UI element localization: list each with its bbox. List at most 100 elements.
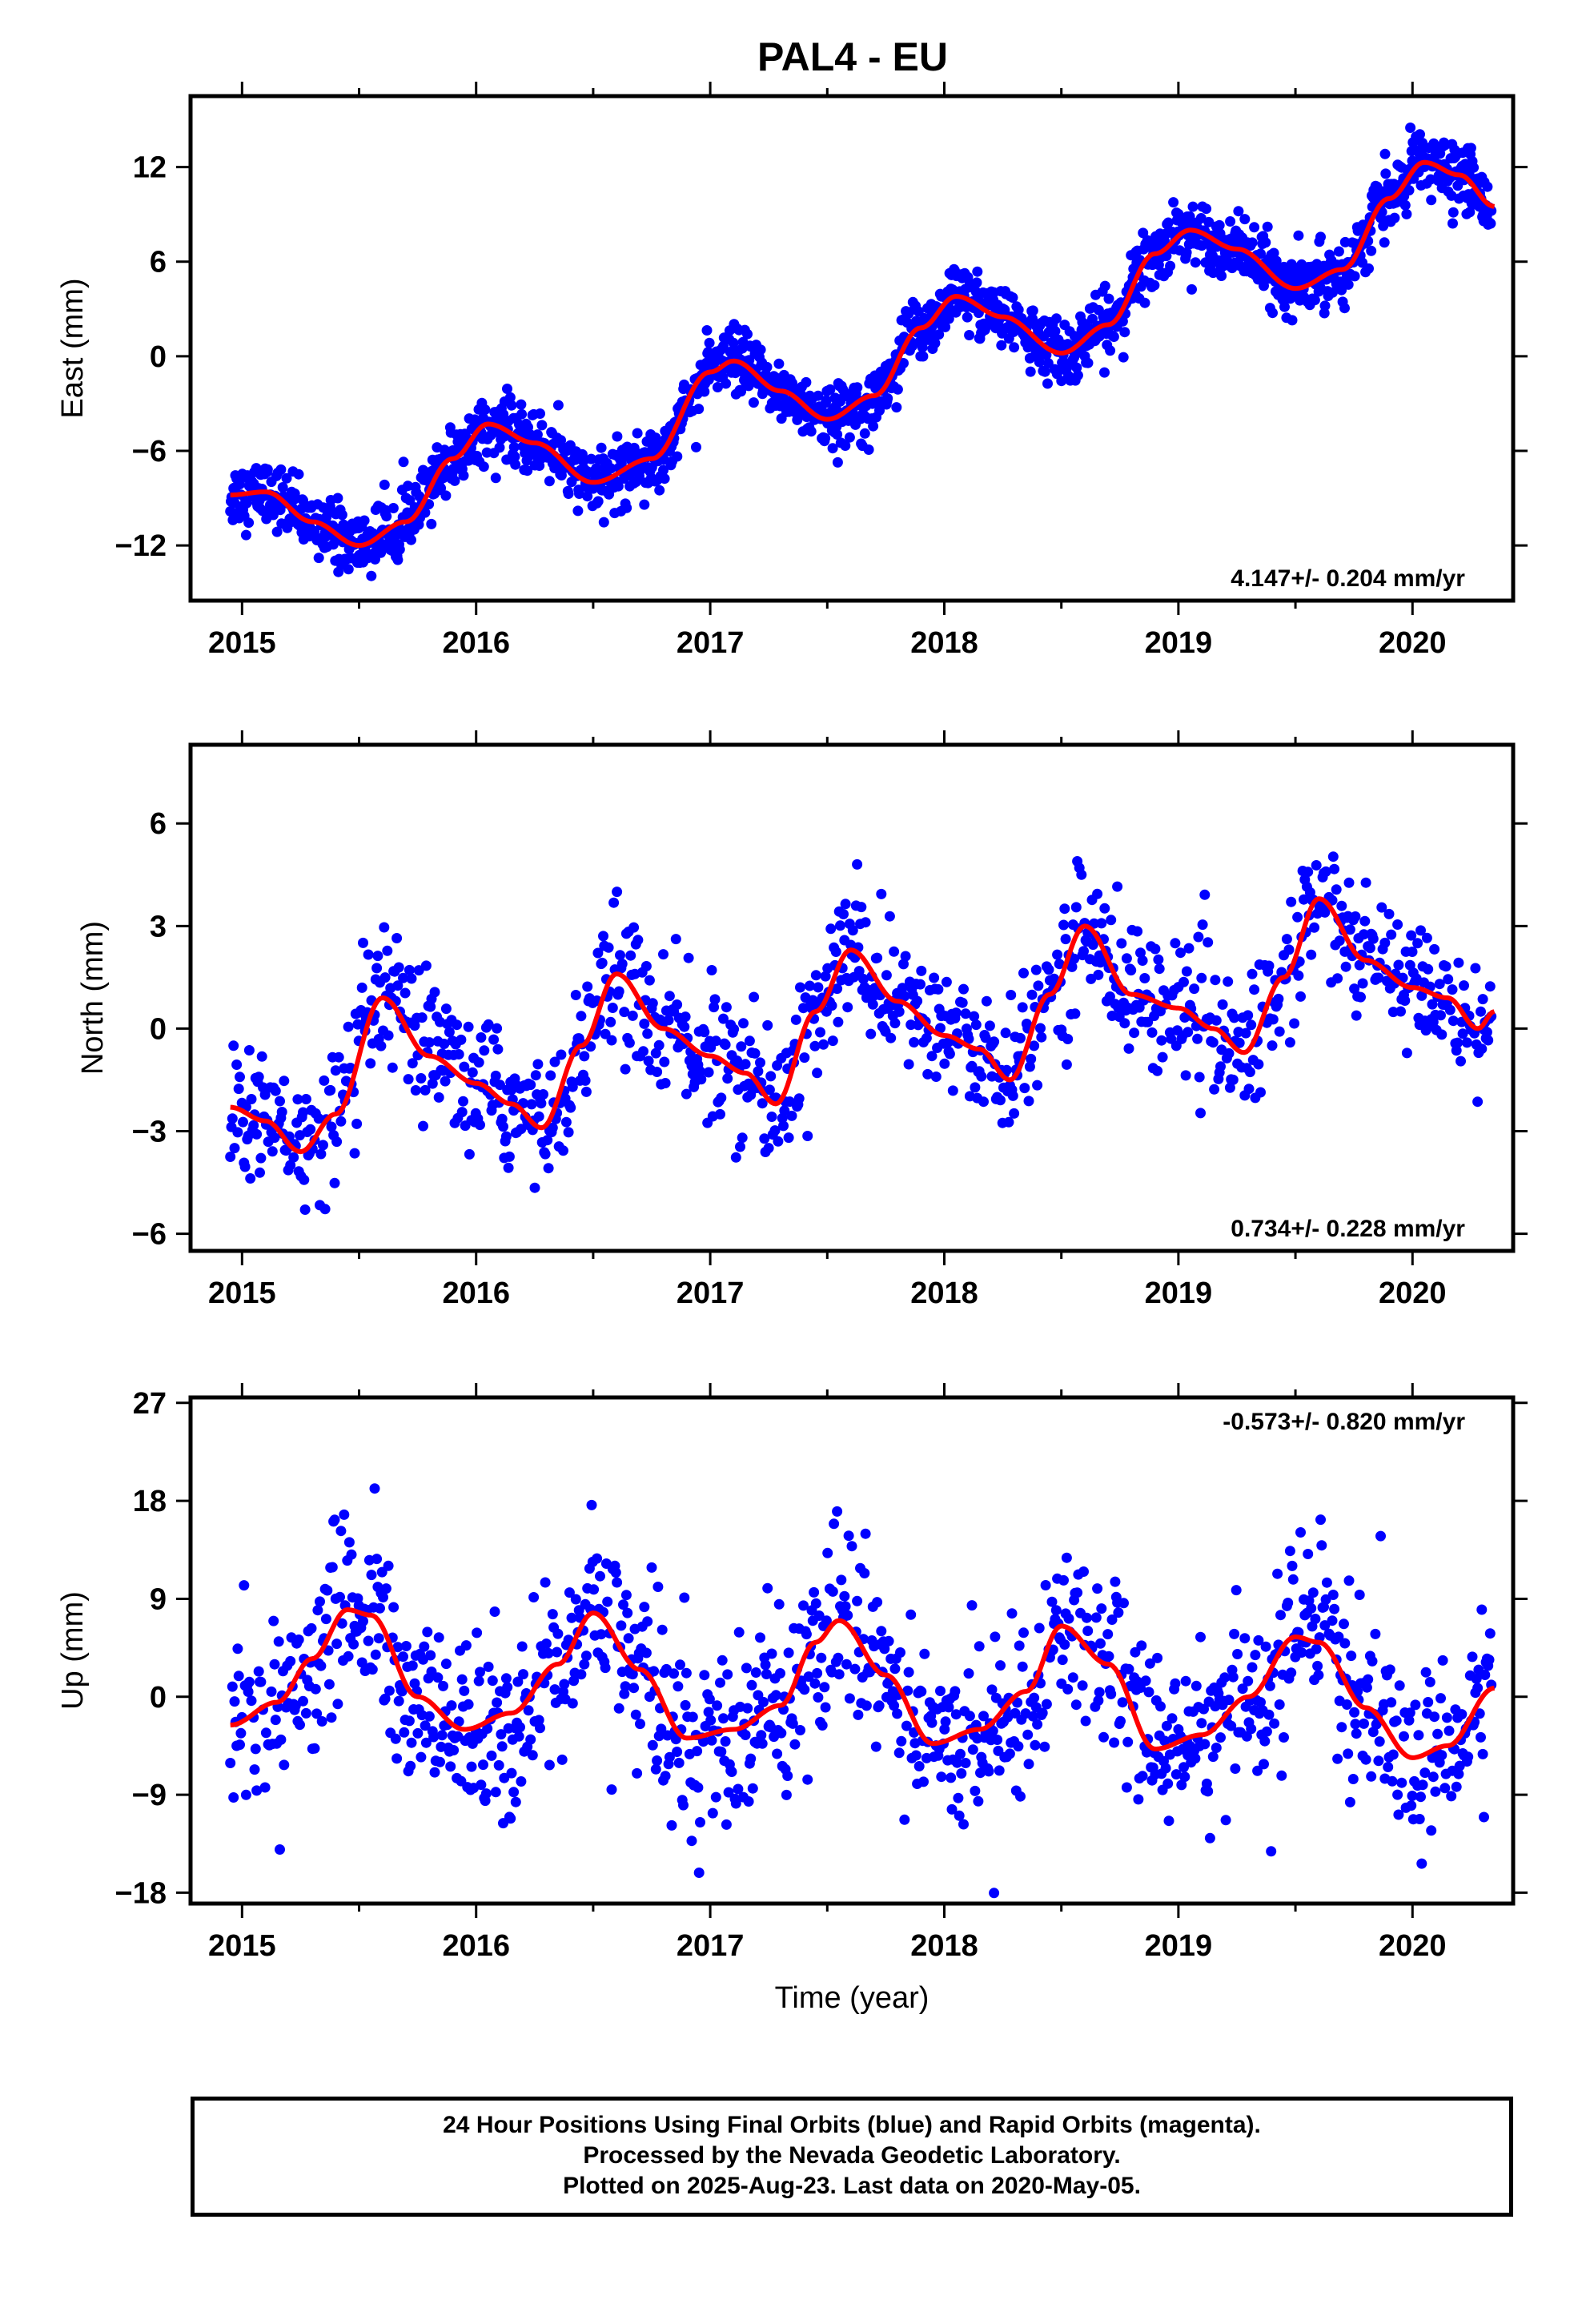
data-point — [331, 1136, 343, 1148]
data-point — [1244, 1067, 1255, 1078]
data-point — [964, 330, 975, 340]
data-point — [755, 344, 766, 356]
data-point — [436, 483, 447, 494]
data-point — [233, 1671, 244, 1682]
data-point — [250, 1743, 261, 1755]
data-point — [1367, 933, 1379, 944]
data-point — [1058, 919, 1069, 931]
y-tick-label: 0 — [150, 1681, 167, 1715]
data-point — [860, 917, 871, 928]
data-point — [840, 440, 851, 451]
data-point — [1426, 1825, 1437, 1836]
data-point — [642, 1616, 653, 1627]
data-point — [595, 1570, 605, 1582]
data-point — [1412, 938, 1423, 949]
data-point — [1211, 1743, 1222, 1753]
data-point — [1032, 1080, 1043, 1091]
data-point — [946, 1772, 957, 1783]
data-point — [941, 976, 952, 987]
data-point — [827, 443, 838, 454]
data-point — [552, 400, 564, 411]
data-point — [853, 1709, 864, 1720]
data-point — [1180, 1675, 1191, 1687]
data-point — [783, 1647, 794, 1659]
data-point — [950, 1709, 962, 1720]
data-point — [946, 1803, 958, 1815]
data-point — [1429, 1711, 1440, 1723]
data-point — [1453, 1768, 1464, 1779]
data-point — [733, 1626, 745, 1638]
data-point — [420, 960, 432, 971]
data-point — [1215, 1732, 1226, 1743]
data-point — [446, 1700, 457, 1711]
y-tick-label: 27 — [133, 1387, 167, 1421]
data-point — [820, 432, 831, 444]
data-point — [1220, 1815, 1231, 1826]
data-point — [1034, 356, 1045, 368]
data-point — [343, 1021, 354, 1032]
data-point — [1129, 1027, 1140, 1039]
data-point — [380, 1583, 391, 1594]
data-point — [1155, 1701, 1166, 1712]
data-point — [420, 507, 431, 518]
data-point — [1199, 1703, 1209, 1715]
data-point — [378, 1592, 388, 1602]
rate-label: 0.734+/- 0.228 mm/yr — [1231, 1216, 1465, 1242]
data-point — [1289, 1018, 1300, 1029]
data-point — [1266, 1846, 1277, 1857]
data-point — [789, 1739, 801, 1750]
data-point — [627, 1669, 638, 1680]
rate-label: -0.573+/- 0.820 mm/yr — [1223, 1409, 1465, 1435]
data-point — [940, 321, 951, 332]
data-point — [889, 1663, 901, 1675]
data-point — [1149, 279, 1160, 291]
data-point — [876, 1626, 887, 1637]
data-point — [640, 961, 652, 971]
data-point — [1207, 1037, 1219, 1048]
data-point — [398, 972, 408, 983]
fit-line — [230, 896, 1496, 1155]
data-point — [1283, 944, 1295, 955]
data-point — [605, 463, 616, 474]
data-point — [1015, 1791, 1026, 1802]
data-point — [1344, 1796, 1355, 1807]
data-point — [1211, 1015, 1222, 1026]
data-point — [592, 947, 604, 959]
data-point — [1154, 963, 1165, 975]
data-point — [1057, 1655, 1068, 1666]
data-point — [730, 1798, 741, 1809]
data-point — [1451, 1045, 1462, 1056]
data-point — [1260, 237, 1271, 248]
plot-panel-1: 2015 2016 2017 2018 2019 2020 12 6 0 −6 −12 East (m… — [56, 82, 1528, 660]
data-point — [628, 922, 640, 933]
chart-title: PAL4 - EU — [757, 34, 948, 79]
data-point — [1137, 1771, 1148, 1782]
data-point — [275, 1734, 287, 1745]
data-point — [299, 1204, 311, 1215]
data-point — [1406, 1800, 1417, 1811]
data-point — [1284, 1037, 1295, 1048]
data-point — [622, 1607, 633, 1618]
data-point — [528, 1592, 540, 1602]
data-point — [1359, 1718, 1369, 1729]
data-point — [1009, 342, 1020, 353]
data-point — [926, 1717, 938, 1728]
data-point — [453, 1716, 464, 1727]
data-point — [943, 1702, 954, 1713]
data-point — [273, 1636, 284, 1647]
data-point — [616, 959, 628, 970]
plot-panel-2: 2015 2016 2017 2018 2019 2020 6 3 0 −3 −6 North (mm… — [76, 730, 1528, 1310]
data-point — [813, 390, 824, 401]
data-point — [1273, 993, 1284, 1004]
data-point — [239, 1580, 250, 1591]
data-point — [630, 1709, 641, 1720]
x-tick-label: 2015 — [208, 626, 276, 660]
data-point — [306, 1622, 317, 1634]
data-point — [315, 1148, 327, 1160]
data-point — [1197, 919, 1208, 931]
data-point — [259, 1782, 271, 1793]
data-point — [829, 1518, 840, 1530]
data-point — [827, 1586, 838, 1597]
data-point — [825, 384, 836, 395]
